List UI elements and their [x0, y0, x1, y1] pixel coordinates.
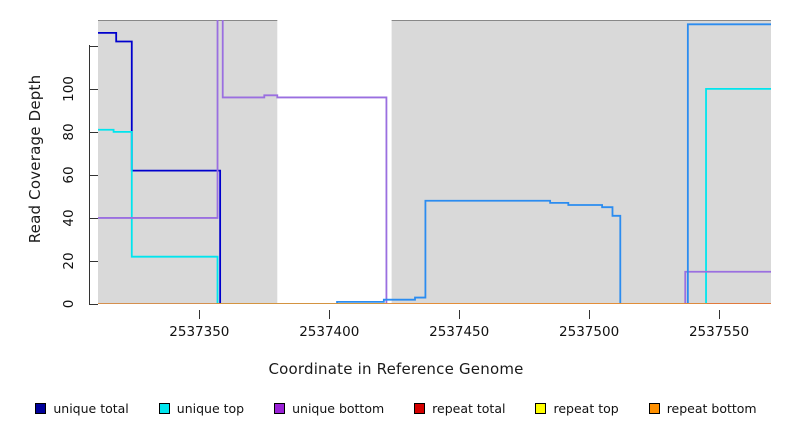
- series-line: [98, 87, 771, 304]
- legend-item[interactable]: unique top: [158, 400, 245, 416]
- x-tick-mark: [459, 310, 461, 319]
- y-tick-label: 100: [61, 75, 77, 102]
- y-axis-label: Read Coverage Depth: [26, 74, 44, 244]
- legend-label: repeat total: [432, 400, 506, 416]
- legend-swatch-icon: [414, 402, 426, 414]
- x-tick-label: 2537350: [169, 324, 230, 340]
- y-tick-label: 80: [61, 123, 77, 141]
- y-tick-label: 0: [61, 299, 77, 309]
- legend-swatch-icon: [274, 402, 286, 414]
- x-axis-label: Coordinate in Reference Genome: [268, 360, 524, 378]
- x-tick-mark: [589, 310, 591, 319]
- y-tick-mark: [89, 217, 98, 219]
- legend-swatch-icon: [35, 402, 47, 414]
- x-tick-label: 2537450: [429, 324, 490, 340]
- y-tick-label: 40: [61, 209, 77, 227]
- x-tick-mark: [719, 310, 721, 319]
- x-tick-label: 2537550: [688, 324, 750, 340]
- y-tick-label: 60: [61, 166, 77, 184]
- x-tick-label: 2537400: [299, 324, 360, 340]
- legend-item[interactable]: unique bottom: [274, 401, 384, 416]
- y-tick-mark: [89, 88, 98, 90]
- legend-swatch-icon: [648, 402, 660, 414]
- y-tick-mark: [89, 131, 98, 133]
- plot-svg: [98, 20, 771, 304]
- y-tick-mark: [89, 45, 98, 47]
- series-line: [98, 32, 771, 304]
- legend-swatch-icon: [158, 402, 170, 414]
- x-tick-mark: [199, 310, 201, 319]
- shaded-region: [391, 20, 771, 304]
- y-tick-mark: [89, 304, 98, 305]
- legend-label: unique total: [53, 400, 129, 416]
- legend-label: unique top: [176, 400, 245, 416]
- legend-item[interactable]: repeat total: [414, 401, 505, 416]
- y-tick-mark: [89, 260, 98, 262]
- y-tick-mark: [89, 174, 98, 176]
- x-tick-label: 2537500: [559, 324, 620, 340]
- legend-label: unique bottom: [292, 400, 385, 416]
- legend-item[interactable]: repeat top: [535, 400, 619, 416]
- legend-label: repeat bottom: [666, 400, 757, 416]
- legend-label: repeat top: [553, 400, 619, 416]
- x-tick-mark: [329, 310, 331, 319]
- legend-item[interactable]: repeat bottom: [648, 400, 757, 416]
- shaded-region: [98, 20, 278, 304]
- plot-area: [98, 20, 771, 304]
- legend-item[interactable]: unique total: [35, 400, 129, 416]
- legend-swatch-icon: [535, 402, 547, 414]
- y-axis-line: [89, 45, 90, 304]
- y-tick-label: 20: [61, 252, 77, 270]
- chart-legend: unique total unique top unique bottom repea…: [0, 398, 792, 418]
- series-line: [98, 23, 771, 304]
- series-line: [98, 20, 771, 304]
